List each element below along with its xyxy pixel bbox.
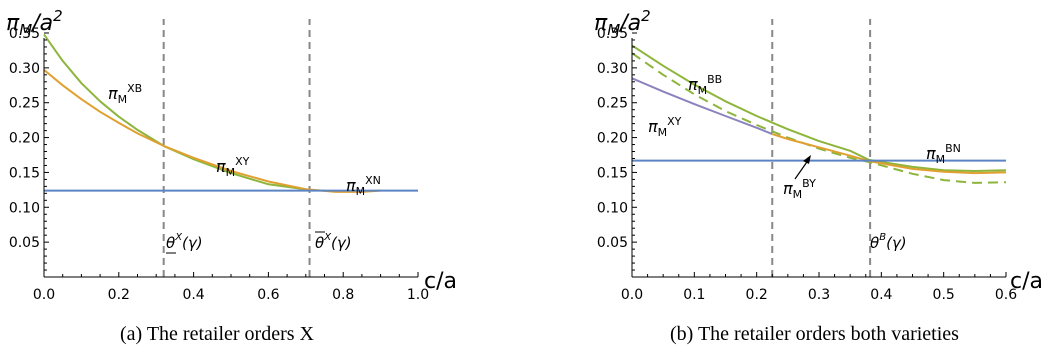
y-tick-label: 0.15	[9, 165, 40, 181]
y-tick-label: 0.15	[597, 165, 628, 181]
y-tick-label: 0.35	[9, 26, 40, 42]
panel-a: 0.0 0.2 0.4 0.6 0.8 1.0 0.050.100.150.200.250…	[6, 7, 457, 345]
y-tick-label: 0.30	[597, 61, 628, 77]
y-tick-label: 0.25	[597, 96, 628, 112]
panel-a-vlines	[162, 19, 311, 277]
panel-b-y-ticks: 0.05 0.10 0.15 0.20 0.25 0.30 0.35	[597, 26, 637, 271]
series-mxy	[43, 69, 381, 193]
panel-b-label-xy: πMXY	[648, 115, 682, 139]
series-mby	[771, 133, 1007, 175]
y-tick-label: 0.35	[597, 26, 628, 42]
panel-b-threshold: θB(γ)	[870, 232, 907, 252]
panel-a-caption: (a) The retailer orders X	[120, 323, 315, 345]
series-mxb	[43, 33, 310, 191]
x-tick-label: 0.6	[995, 287, 1017, 303]
x-tick-label: 0.5	[933, 287, 955, 303]
x-tick-label: 1.0	[407, 287, 429, 303]
panel-a-y-ticks: 0.05 0.10 0.15 0.20 0.25 0.30 0.35	[9, 26, 49, 271]
x-tick-label: 0.3	[808, 287, 830, 303]
x-tick-label: 0.8	[332, 287, 354, 303]
y-tick-label: 0.30	[9, 61, 40, 77]
y-tick-label: 0.20	[9, 131, 40, 147]
panel-a-x-axis-label: c/a	[424, 269, 457, 294]
series-mbb	[631, 44, 1007, 172]
series-dashed-1	[631, 52, 1007, 184]
y-tick-label: 0.10	[9, 200, 40, 216]
x-tick-label: 0.0	[33, 287, 55, 303]
panel-a-threshold-lower: θX(γ)	[166, 232, 203, 252]
panel-b-x-axis-label: c/a	[1010, 269, 1043, 294]
y-tick-label: 0.05	[597, 235, 628, 251]
panel-a-label-xn: πMXN	[346, 174, 381, 198]
panel-b-caption: (b) The retailer orders both varieties	[670, 323, 959, 345]
panel-a-x-ticks: 0.0 0.2 0.4 0.6 0.8 1.0	[33, 272, 429, 303]
panel-b-y-axis-label: πM/a2	[594, 7, 651, 39]
x-tick-label: 0.2	[108, 287, 130, 303]
y-tick-label: 0.05	[9, 235, 40, 251]
panel-b-x-ticks: 0.0 0.1 0.2 0.3 0.4 0.5 0.6	[621, 272, 1017, 303]
panel-b-vlines	[771, 19, 872, 277]
y-tick-label: 0.20	[597, 131, 628, 147]
panel-b-series	[631, 44, 1007, 184]
panel-a-threshold-upper: θX(γ)	[315, 232, 352, 252]
x-tick-label: 0.4	[182, 287, 204, 303]
panel-b-label-bn: πMBN	[926, 142, 961, 166]
y-tick-label: 0.25	[9, 96, 40, 112]
x-tick-label: 0.2	[746, 287, 768, 303]
series-mxy	[631, 77, 773, 136]
panel-a-series	[43, 33, 418, 193]
panel-b-label-by: πMBY	[783, 177, 816, 201]
panel-a-label-xb: πMXB	[108, 82, 142, 106]
x-tick-label: 0.1	[683, 287, 705, 303]
x-tick-label: 0.6	[257, 287, 279, 303]
x-tick-label: 0.0	[621, 287, 643, 303]
panel-b-arrow-by-head	[803, 155, 811, 164]
panel-a-y-axis-label: πM/a2	[6, 7, 63, 39]
panel-b-label-bb: πMBB	[688, 73, 722, 97]
y-tick-label: 0.10	[597, 200, 628, 216]
panel-b: 0.0 0.1 0.2 0.3 0.4 0.5 0.6 0.050.100.150.200.…	[594, 7, 1043, 345]
x-tick-label: 0.4	[870, 287, 892, 303]
